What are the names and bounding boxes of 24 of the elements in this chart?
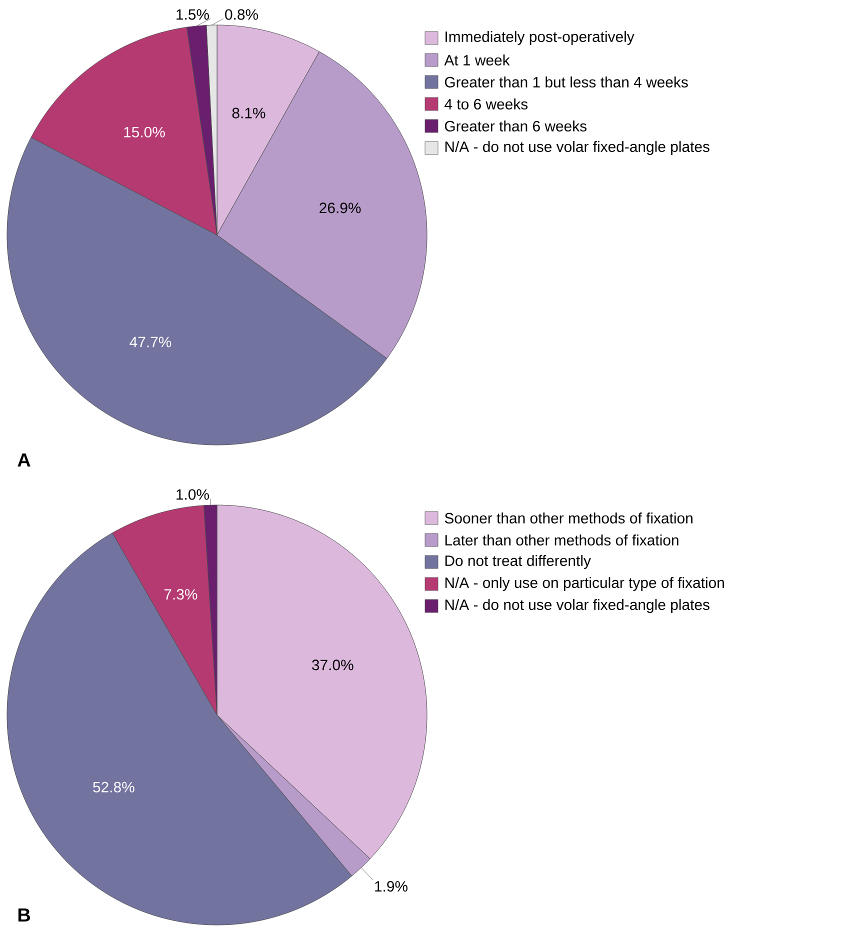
- data-label: 1.0%: [176, 489, 209, 500]
- legend-label: N/A - only use on particular type of fixation: [445, 577, 724, 591]
- legend-label: Sooner than other methods of fixation: [444, 512, 692, 524]
- legend-label: Greater than 1 but less than 4 weeks: [444, 76, 688, 88]
- text: B: [18, 908, 30, 922]
- data-label: 1.9%: [375, 881, 408, 892]
- data-label: 15.0%: [124, 126, 165, 138]
- data-label: 8.1%: [232, 108, 266, 118]
- data-label: 0.8%: [225, 9, 258, 20]
- data-label: 52.8%: [93, 782, 134, 792]
- legend-label: Later than other methods of fixation: [445, 534, 678, 546]
- data-label: 7.3%: [164, 589, 198, 600]
- data-label: 1.5%: [176, 9, 209, 20]
- legend-label: N/A - do not use volar fixed-angle plates: [445, 599, 710, 613]
- text: A: [18, 453, 30, 467]
- data-label: 26.9%: [320, 202, 361, 214]
- legend-label: N/A - do not use volar fixed-angle plates: [445, 141, 710, 155]
- legend-label: Do not treat differently: [445, 555, 591, 569]
- legend-label: 4 to 6 weeks: [444, 98, 528, 110]
- legend-label: Greater than 6 weeks: [444, 120, 587, 132]
- legend-label: At 1 week: [444, 54, 510, 66]
- data-label: 37.0%: [312, 660, 354, 670]
- data-label: 47.7%: [130, 336, 172, 348]
- legend-label: Immediately post-operatively: [446, 31, 634, 45]
